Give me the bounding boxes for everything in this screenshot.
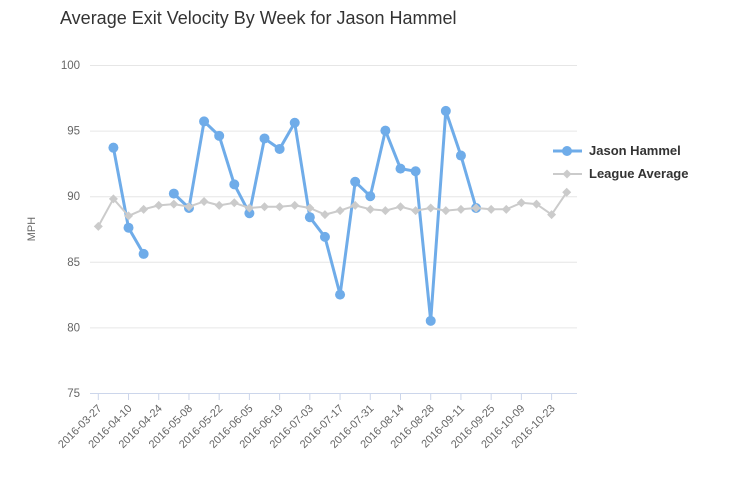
- x-axis-labels: 2016-03-272016-04-102016-04-242016-05-08…: [56, 394, 558, 451]
- y-axis-title: MPH: [26, 216, 38, 242]
- legend-marker-diamond-icon: [553, 169, 582, 178]
- series-league-average: [93, 187, 572, 231]
- svg-text:100: 100: [61, 60, 80, 72]
- svg-text:85: 85: [67, 257, 80, 269]
- legend-item-jason-hammel[interactable]: Jason Hammel: [552, 139, 688, 162]
- legend-label: Jason Hammel: [589, 143, 681, 158]
- svg-text:95: 95: [67, 126, 80, 138]
- svg-text:75: 75: [67, 388, 80, 400]
- y-axis-labels: 75 80 85 90 95 100: [61, 60, 80, 400]
- chart-title: Average Exit Velocity By Week for Jason …: [60, 8, 457, 28]
- legend: Jason Hammel League Average: [552, 139, 688, 185]
- legend-item-league-average[interactable]: League Average: [552, 162, 688, 185]
- legend-label: League Average: [589, 166, 689, 181]
- svg-text:80: 80: [67, 322, 80, 334]
- legend-marker-circle-icon: [553, 145, 582, 156]
- svg-text:90: 90: [67, 191, 80, 203]
- y-gridlines: [90, 65, 577, 329]
- series-jason-hammel: [108, 105, 482, 326]
